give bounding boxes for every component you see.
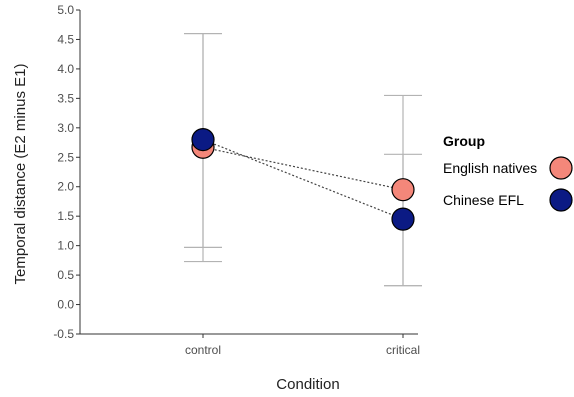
legend-key [549,188,573,212]
x-tick-label: control [185,343,221,357]
error-bars [184,32,422,287]
connecting-lines [202,139,404,220]
y-tick-label: 4.5 [57,32,74,46]
y-tick-label: 2.0 [57,180,74,194]
legend: Group English natives Chinese EFL [443,133,573,212]
y-tick-label: 2.5 [57,150,74,164]
y-tick-label: -0.5 [53,327,74,341]
y-axis-title: Temporal distance (E2 minus E1) [12,64,29,285]
x-tick-label: critical [386,343,420,357]
legend-label: Chinese EFL [443,192,524,208]
data-point [391,178,415,202]
y-tick-label: 5.0 [57,3,74,17]
x-axis-title: Condition [276,376,339,393]
y-tick-label: 0.5 [57,268,74,282]
y-tick-label: 1.5 [57,209,74,223]
y-tick-label: 3.5 [57,91,74,105]
series-connector-line [202,139,404,220]
data-point [191,128,215,152]
legend-key [549,156,573,180]
legend-title: Group [443,133,485,149]
data-point [391,207,415,231]
data-points [191,128,415,231]
y-tick-label: 0.0 [57,298,74,312]
legend-label: English natives [443,160,537,176]
axes: -0.5 0.0 0.5 1.0 1.5 2.0 2.5 3.0 3.5 4.0 4.5 5.0 con… [53,3,420,357]
y-tick-label: 4.0 [57,62,74,76]
series-connector-line [202,146,404,191]
y-tick-label: 1.0 [57,239,74,253]
y-tick-label: 3.0 [57,121,74,135]
